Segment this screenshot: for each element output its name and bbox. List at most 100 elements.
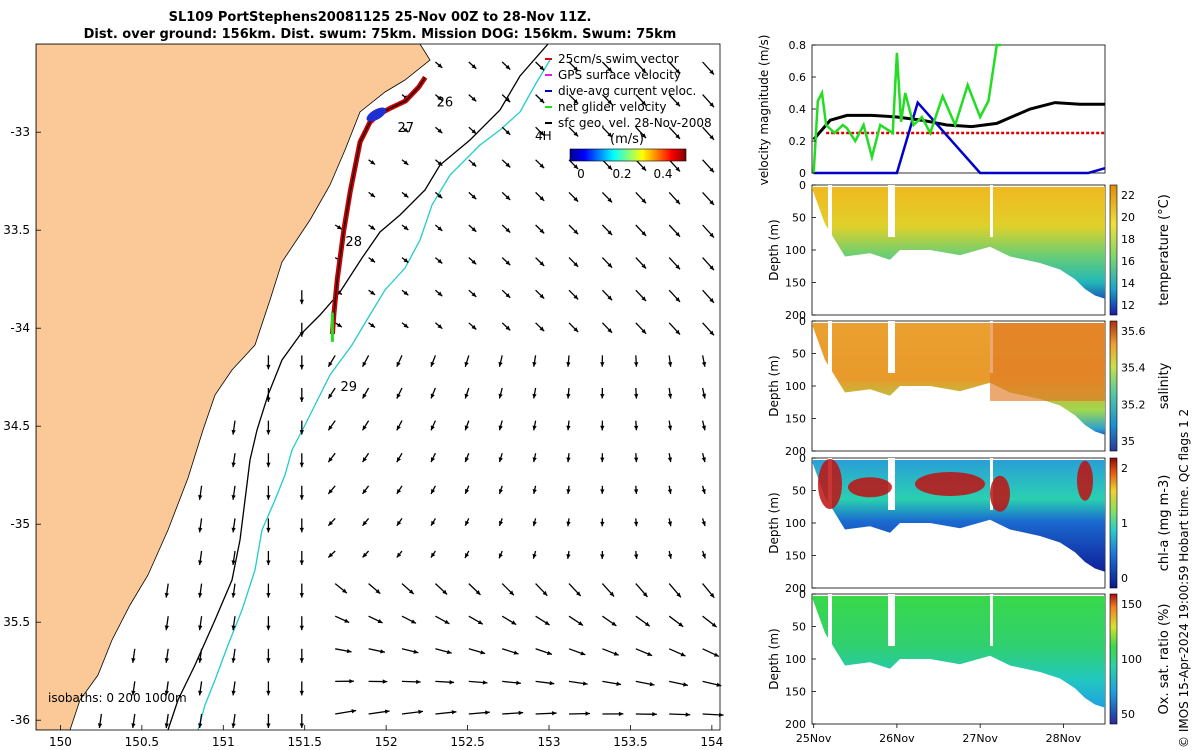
velocity-arrow-head	[701, 488, 706, 494]
temperature-cbar-label: temperature (°C)	[1157, 194, 1172, 306]
velocity-arrow-head	[633, 554, 639, 559]
velocity-arrow-head	[437, 128, 443, 134]
velocity-arrow-head	[299, 397, 304, 402]
depth-tick-label: 150	[785, 550, 806, 563]
vel-ytick-label: 0.6	[789, 71, 807, 84]
velocity-arrow-head	[382, 679, 388, 684]
velocity-arrow-head	[231, 429, 236, 435]
depth-tick-label: 50	[792, 485, 806, 498]
velocity-arrow-head	[701, 553, 706, 559]
data-gap	[990, 594, 993, 646]
velocity-arrow-head	[431, 457, 435, 463]
velocity-arrow-head	[403, 258, 409, 263]
velocity-arrow-head	[164, 592, 169, 598]
velocity-arrow-head	[131, 723, 136, 728]
velocity-arrow-head	[403, 127, 409, 133]
time-axis: 25Nov 26Nov 27Nov 28Nov	[796, 724, 1082, 745]
chla-colorbar	[1109, 457, 1118, 589]
vel-ytick-label: 0	[799, 167, 806, 180]
velocity-arrow-head	[539, 228, 545, 234]
velocity-arrow-head	[573, 196, 579, 202]
velocity-arrow-head	[498, 520, 504, 526]
velocity-arrow-head	[505, 162, 511, 168]
legend-label: GPS surface velocity	[558, 68, 681, 82]
velocity-arrow-head	[585, 711, 590, 716]
velocity-arrow-head	[578, 621, 584, 626]
map-xtick-label: 153.5	[613, 735, 647, 749]
map-panel: 26 27 28 29 150 150.5 151 151.5 152 152.5 153 153.…	[3, 43, 724, 749]
velocity-arrow-head	[266, 462, 271, 468]
isobath-note: isobaths: 0 200 1000m	[48, 691, 187, 705]
chla-cbar-tick: 0	[1121, 572, 1128, 585]
velocity-arrow-head	[97, 723, 103, 728]
velocity-arrow-head	[449, 680, 455, 685]
velocity-arrow-head	[709, 102, 714, 108]
map-xtick-label: 152.5	[450, 735, 484, 749]
map-xtick-label: 151	[212, 735, 235, 749]
imos-side-note: © IMOS 15-Apr-2024 19:00:59 Hobart time.…	[1177, 409, 1191, 748]
velocity-arrow-head	[582, 681, 588, 686]
velocity-arrow-head	[266, 560, 271, 565]
velocity-arrow-head	[539, 163, 545, 169]
velocity-arrow-head	[549, 680, 555, 686]
velocity-arrow-head	[396, 552, 402, 558]
data-gap	[828, 185, 832, 237]
velocity-arrow-head	[675, 329, 681, 335]
section-panel-chla: 0 50 100 150 200 Depth (m) 0 1 2 chl-a (mg m-3)	[767, 452, 1172, 595]
speed-cbar-tick-1: 0.2	[612, 167, 631, 181]
velocity-arrow-head	[464, 361, 469, 367]
surface-velocity-vectors	[97, 61, 724, 729]
map-legend: 25cm/s swim vector GPS surface velocity di…	[535, 52, 712, 181]
velocity-arrow-head	[437, 193, 443, 199]
velocity-arrow-head	[299, 299, 304, 305]
velocity-arrow-head	[198, 723, 203, 728]
velocity-arrow-head	[464, 553, 470, 559]
velocity-arrow-head	[471, 259, 477, 265]
velocity-arrow-head	[328, 361, 333, 367]
velocity-arrow-head	[709, 167, 714, 173]
velocity-arrow-head	[641, 263, 647, 269]
vel-ytick-label: 0.8	[789, 39, 807, 52]
salinity-cbar-label: salinity	[1157, 362, 1172, 409]
track-line	[331, 76, 426, 335]
velocity-arrow-head	[475, 590, 481, 595]
velocity-arrow-head	[498, 393, 503, 399]
time-tick-label: 26Nov	[879, 732, 915, 745]
velocity-arrow-head	[328, 552, 334, 558]
salinity-colorbar	[1109, 320, 1118, 452]
velocity-arrow-head	[471, 96, 477, 102]
velocity-arrow-head	[532, 553, 537, 559]
velocity-arrow-head	[600, 554, 605, 559]
velocity-series-2	[813, 100, 1106, 175]
salinity-ylabel: Depth (m)	[767, 355, 781, 416]
velocity-arrow-head	[675, 134, 681, 139]
map-xtick-label: 152	[375, 735, 398, 749]
map-xtick-label: 151.5	[288, 735, 322, 749]
time-tick-label: 28Nov	[1046, 732, 1082, 745]
velocity-arrow-head	[299, 430, 304, 435]
velocity-arrow-head	[362, 393, 367, 399]
velocity-arrow-head	[403, 225, 409, 231]
velocity-arrow-head	[471, 292, 477, 297]
velocity-arrow-head	[609, 591, 615, 597]
velocity-arrow-head	[446, 649, 452, 655]
isobath-200m-line	[167, 44, 549, 730]
velocity-arrow-head	[231, 658, 236, 663]
velocity-arrow-head	[641, 198, 647, 204]
velocity-arrow-head	[532, 457, 537, 463]
velocity-arrow-head	[566, 425, 571, 431]
velocity-arrow-head	[299, 625, 304, 631]
data-gap	[888, 594, 895, 646]
isobath-1000m-line	[197, 59, 551, 730]
velocity-arrow-head	[198, 625, 203, 631]
data-gap	[888, 321, 895, 373]
temperature-cbar-tick: 14	[1121, 277, 1135, 290]
vel-ytick-label: 0.2	[789, 135, 807, 148]
land-mass	[36, 44, 431, 730]
velocity-arrow-head	[346, 648, 352, 654]
velocity-arrow-head	[633, 457, 639, 463]
velocity-arrow-head	[164, 625, 169, 631]
velocity-arrow-head	[566, 521, 571, 527]
velocity-arrow-head	[675, 231, 681, 237]
velocity-arrow-head	[607, 262, 613, 268]
